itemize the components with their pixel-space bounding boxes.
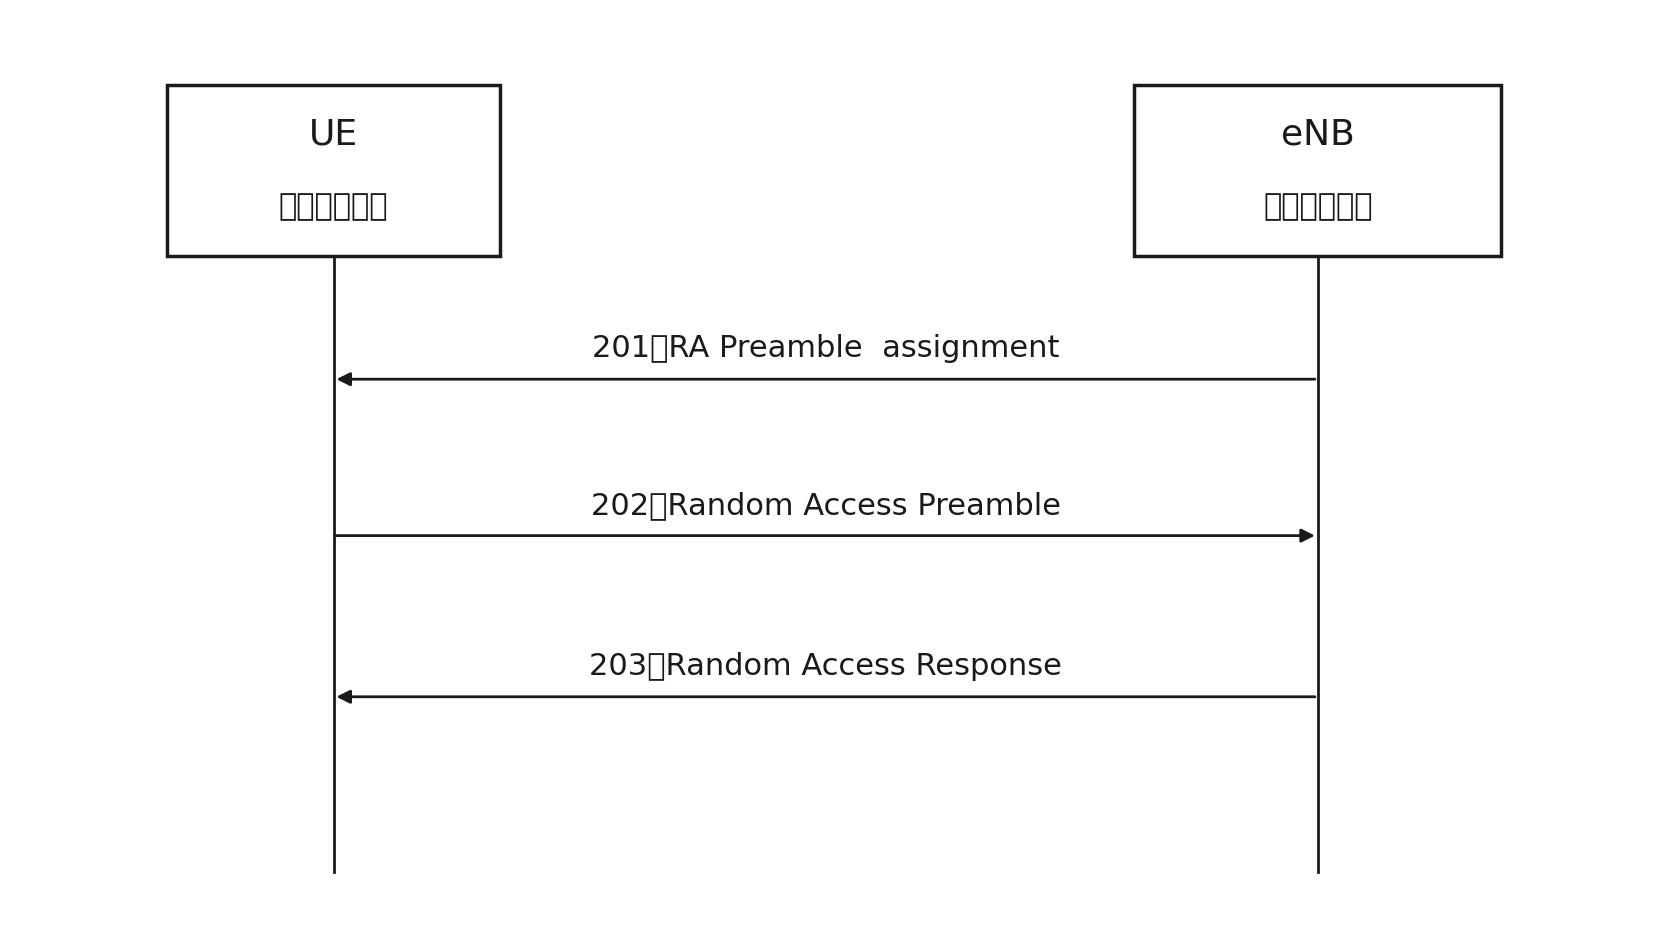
Text: （演进基站）: （演进基站） <box>1263 192 1373 221</box>
Text: 202、Random Access Preamble: 202、Random Access Preamble <box>590 491 1061 520</box>
Bar <box>1134 85 1501 256</box>
Text: 203、Random Access Response: 203、Random Access Response <box>589 652 1063 681</box>
Text: UE: UE <box>309 118 359 152</box>
Bar <box>167 85 500 256</box>
Text: 201、RA Preamble  assignment: 201、RA Preamble assignment <box>592 335 1059 363</box>
Text: eNB: eNB <box>1281 118 1354 152</box>
Text: （用户设备）: （用户设备） <box>279 192 389 221</box>
